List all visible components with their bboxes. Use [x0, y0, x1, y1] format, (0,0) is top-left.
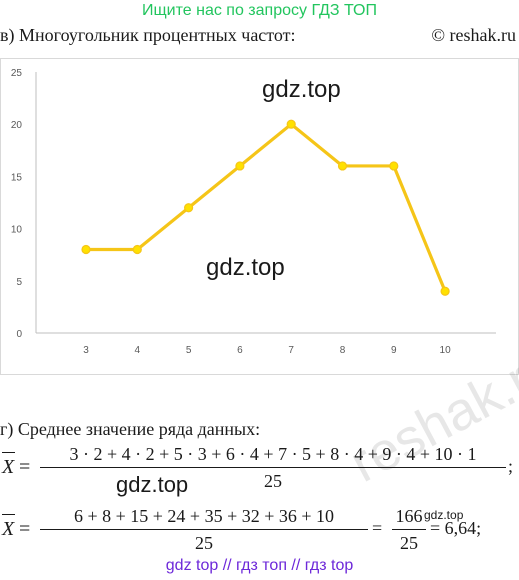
data-point — [286, 119, 296, 129]
percent-frequency-polygon-chart: 0 5 10 15 20 25 3 4 5 6 7 8 9 10 — [11, 68, 496, 356]
fraction-1-denominator: 25 — [264, 471, 282, 491]
header-banner: Ищите нас по запросу ГДЗ ТОП — [142, 2, 377, 19]
semicolon: ; — [508, 456, 514, 476]
x-tick-label: 8 — [340, 345, 346, 356]
x-tick-label: 6 — [237, 345, 243, 356]
data-point — [132, 244, 142, 255]
y-tick-label: 15 — [11, 172, 23, 183]
xbar-overline — [2, 452, 15, 453]
y-tick-label: 5 — [16, 277, 22, 288]
fraction-3: 166 25 — [392, 504, 426, 555]
site-copyright: © reshak.ru — [431, 25, 516, 45]
data-point — [440, 286, 450, 296]
fraction-1-bar — [40, 467, 506, 468]
fraction-3-numerator: 166 — [395, 506, 423, 526]
series-line — [86, 122, 447, 292]
fraction-2: 6 + 8 + 15 + 24 + 35 + 32 + 36 + 10 25 — [40, 504, 368, 555]
fraction-2-bar — [40, 529, 368, 530]
fraction-3-bar — [392, 529, 426, 530]
x-tick-label: 4 — [135, 345, 141, 356]
data-point — [235, 161, 245, 171]
xbar-symbol: X — [2, 456, 15, 478]
data-point — [184, 203, 194, 213]
fraction-1-numerator: 3 · 2 + 4 · 2 + 5 · 3 + 6 · 4 + 7 · 5 + … — [69, 444, 477, 464]
fraction-2-denominator: 25 — [195, 533, 213, 553]
y-tick-label: 25 — [11, 68, 23, 79]
fraction-2-numerator: 6 + 8 + 15 + 24 + 35 + 32 + 36 + 10 — [73, 506, 335, 526]
fraction-1: 3 · 2 + 4 · 2 + 5 · 3 + 6 · 4 + 7 · 5 + … — [40, 442, 506, 493]
data-point — [81, 244, 91, 255]
equals-sign: = — [19, 456, 31, 478]
xbar-overline — [2, 514, 15, 515]
xbar-symbol: X — [2, 518, 15, 540]
x-tick-label: 5 — [186, 345, 192, 356]
x-tick-label: 7 — [288, 345, 294, 356]
watermark-formula: gdz.top — [116, 472, 189, 497]
watermark-chart-mid: gdz.top — [206, 254, 285, 281]
y-tick-label: 20 — [11, 120, 23, 131]
y-tick-label: 0 — [16, 329, 22, 340]
formula-mean-1: X = 3 · 2 + 4 · 2 + 5 · 3 + 6 · 4 + 7 · … — [0, 442, 519, 494]
x-tick-label: 3 — [83, 345, 89, 356]
equals-sign: = — [19, 518, 31, 540]
x-tick-label: 9 — [391, 345, 397, 356]
watermark-chart-top: gdz.top — [262, 76, 341, 103]
result: = 6,64; — [430, 518, 482, 538]
data-point — [337, 161, 348, 171]
section-b-label: в) Многоугольник процентных частот: — [0, 25, 296, 45]
section-g-label: г) Среднее значение ряда данных: — [0, 419, 261, 439]
footer-watermark: gdz top // гдз топ // гдз top — [165, 557, 354, 574]
y-tick-label: 10 — [11, 225, 23, 236]
watermark-small: gdz.top — [424, 508, 464, 522]
data-point — [389, 161, 399, 171]
formula-mean-2: X = 6 + 8 + 15 + 24 + 35 + 32 + 36 + 10 … — [0, 504, 519, 556]
fraction-3-denominator: 25 — [400, 533, 418, 553]
equals-sign-2: = — [372, 518, 383, 538]
x-tick-label: 10 — [440, 345, 452, 356]
